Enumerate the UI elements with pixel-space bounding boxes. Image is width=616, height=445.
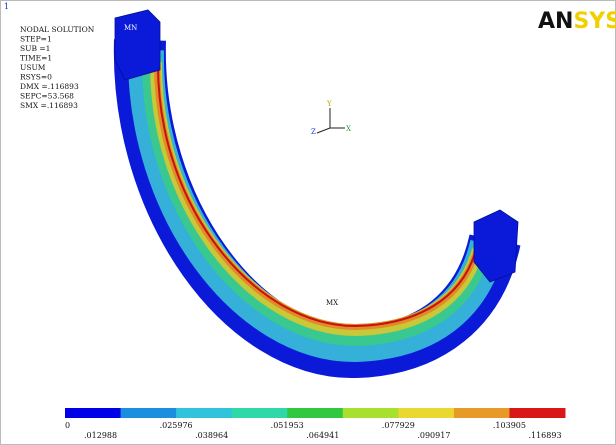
legend-swatch (176, 408, 233, 418)
model (113, 9, 521, 378)
window-number: 1 (4, 2, 9, 11)
logo-light: SYS (573, 9, 616, 34)
info-line: RSYS=0 (20, 73, 52, 82)
info-line: USUM (20, 63, 46, 72)
legend-swatch (509, 408, 566, 418)
legend-label: .116893 (528, 431, 561, 440)
legend-swatch (398, 408, 455, 418)
triad-axis (316, 127, 331, 134)
mx-label: MX (326, 299, 338, 307)
legend-swatch (287, 408, 344, 418)
right-lug (473, 209, 519, 283)
legend-swatch (65, 408, 122, 418)
info-line: TIME=1 (20, 54, 52, 63)
mn-label: MN (124, 24, 137, 32)
triad-y: Y (326, 100, 332, 108)
info-line: SEPC=53.568 (20, 92, 74, 101)
triad: Y Z X (311, 100, 351, 136)
legend-label: .012988 (84, 431, 117, 440)
logo-dark: AN (538, 9, 573, 34)
legend-swatch (342, 408, 399, 418)
legend-label: .064941 (306, 431, 339, 440)
left-lug (114, 9, 161, 81)
legend-label: .025976 (160, 421, 193, 430)
logo: ANSYS (538, 9, 616, 34)
info-line: SUB =1 (20, 44, 50, 53)
shell-band (157, 64, 476, 328)
info-line: SMX =.116893 (20, 101, 78, 110)
legend-label: .077929 (382, 421, 415, 430)
legend-label: .103905 (493, 421, 526, 430)
info-line: NODAL SOLUTION (20, 25, 95, 34)
legend-swatch (453, 408, 510, 418)
triad-x: X (346, 125, 351, 133)
legend-label: .051953 (271, 421, 304, 430)
legend-label: 0 (65, 421, 70, 430)
legend: 0 .012988 .025976.038964 .051953.064941 .077… (65, 408, 566, 440)
legend-swatch (120, 408, 177, 418)
legend-label: .090917 (417, 431, 450, 440)
info-line: STEP=1 (20, 35, 52, 44)
info-line: DMX =.116893 (20, 82, 79, 91)
legend-swatch (231, 408, 288, 418)
triad-z: Z (311, 128, 316, 136)
legend-label: .038964 (195, 431, 228, 440)
